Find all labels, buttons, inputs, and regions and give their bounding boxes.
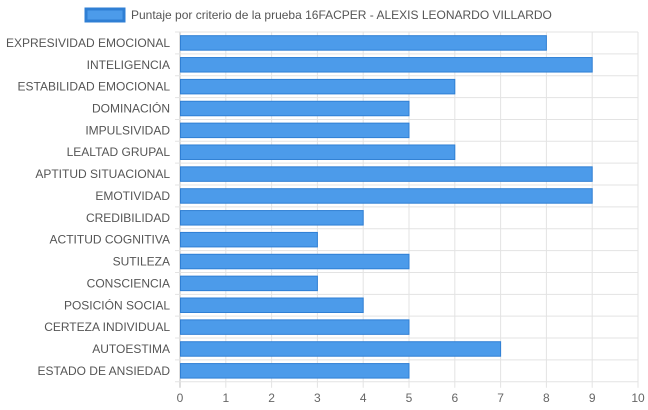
category-label: SUTILEZA bbox=[113, 255, 170, 269]
bar[interactable] bbox=[180, 144, 456, 160]
x-tick-label: 10 bbox=[631, 391, 645, 405]
category-label: IMPULSIVIDAD bbox=[85, 123, 170, 137]
bar[interactable] bbox=[180, 166, 593, 182]
x-tick-label: 2 bbox=[268, 391, 275, 405]
bar[interactable] bbox=[180, 100, 410, 117]
x-tick-label: 5 bbox=[406, 391, 413, 405]
category-label: ESTADO DE ANSIEDAD bbox=[38, 364, 171, 378]
category-label: AUTOESTIMA bbox=[92, 342, 170, 356]
chart-legend[interactable]: Puntaje por criterio de la prueba 16FACP… bbox=[84, 7, 552, 23]
bar[interactable] bbox=[180, 319, 410, 335]
category-label: ACTITUD COGNITIVA bbox=[50, 233, 170, 247]
x-tick-label: 1 bbox=[222, 391, 229, 405]
x-tick-label: 7 bbox=[497, 391, 504, 405]
legend-label: Puntaje por criterio de la prueba 16FACP… bbox=[131, 8, 552, 22]
x-tick-label: 6 bbox=[451, 391, 458, 405]
category-label: CREDIBILIDAD bbox=[86, 211, 170, 225]
bar[interactable] bbox=[180, 341, 502, 357]
x-axis-tick-labels: 0 1 2 3 4 5 6 7 8 9 10 bbox=[177, 391, 645, 405]
category-label: EXPRESIVIDAD EMOCIONAL bbox=[6, 36, 170, 50]
bar[interactable] bbox=[180, 35, 547, 51]
legend-swatch bbox=[84, 7, 126, 23]
x-tick-label: 4 bbox=[360, 391, 367, 405]
bar[interactable] bbox=[180, 297, 364, 313]
category-label: ESTABILIDAD EMOCIONAL bbox=[18, 80, 171, 94]
x-tick-label: 0 bbox=[177, 391, 184, 405]
category-labels: EXPRESIVIDAD EMOCIONAL INTELIGENCIA ESTABI… bbox=[6, 36, 170, 378]
category-label: INTELIGENCIA bbox=[87, 58, 170, 72]
category-label: EMOTIVIDAD bbox=[95, 189, 170, 203]
bar[interactable] bbox=[180, 122, 410, 139]
bars bbox=[180, 35, 593, 379]
bar[interactable] bbox=[180, 275, 318, 292]
category-label: APTITUD SITUACIONAL bbox=[35, 167, 170, 181]
bar[interactable] bbox=[180, 57, 593, 73]
bar[interactable] bbox=[180, 210, 364, 226]
x-tick-label: 8 bbox=[543, 391, 550, 405]
x-tick-label: 3 bbox=[314, 391, 321, 405]
category-label: DOMINACIÓN bbox=[92, 101, 170, 116]
bar[interactable] bbox=[180, 188, 593, 204]
category-label: POSICIÓN SOCIAL bbox=[64, 297, 170, 312]
bar[interactable] bbox=[180, 231, 318, 248]
category-label: CERTEZA INDIVIDUAL bbox=[44, 320, 170, 334]
bar[interactable] bbox=[180, 78, 456, 95]
category-label: LEALTAD GRUPAL bbox=[67, 145, 171, 159]
bar[interactable] bbox=[180, 363, 410, 379]
bar[interactable] bbox=[180, 253, 410, 270]
x-tick-label: 9 bbox=[589, 391, 596, 405]
category-label: CONSCIENCIA bbox=[87, 276, 170, 290]
